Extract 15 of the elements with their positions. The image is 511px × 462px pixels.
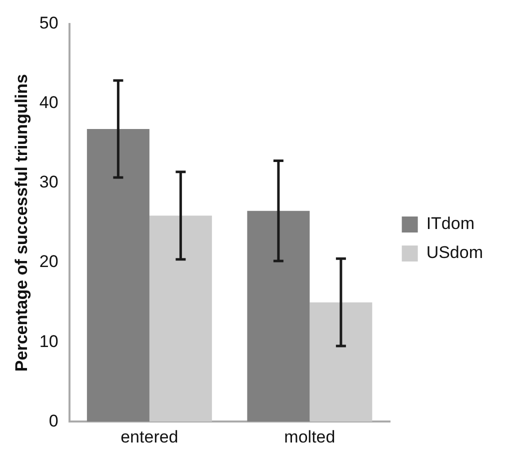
bar [86, 128, 150, 422]
y-tick-label: 20 [39, 252, 58, 272]
bar [310, 302, 372, 422]
bar [149, 216, 212, 422]
x-tick-label: molted [284, 427, 336, 446]
y-tick-label: 50 [39, 14, 58, 33]
y-tick-label: 10 [39, 332, 58, 351]
x-tick-label: entered [120, 427, 178, 446]
y-tick-label: 0 [48, 411, 58, 430]
y-tick-label: 40 [39, 93, 58, 112]
y-axis-title: Percentage of successful triungulins [12, 74, 31, 372]
bar [247, 210, 310, 422]
legend-label: USdom [426, 243, 483, 262]
legend-label: ITdom [426, 214, 474, 234]
y-tick-label: 30 [39, 172, 58, 192]
